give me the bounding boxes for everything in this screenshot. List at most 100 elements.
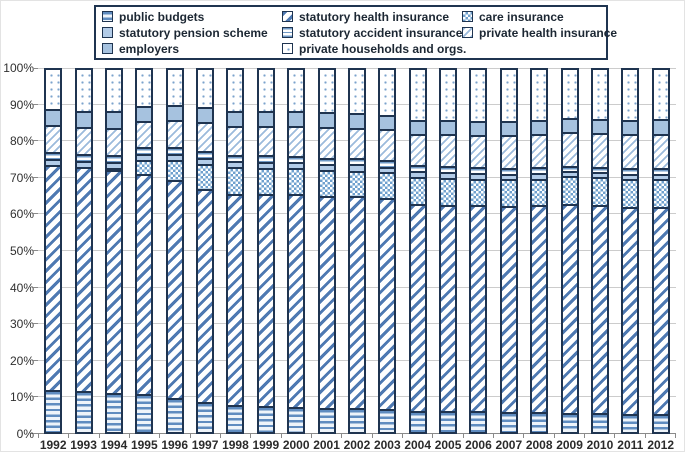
- bar-slot-2010: [585, 68, 615, 434]
- bar-segment-private_health_insurance: [76, 126, 91, 155]
- x-axis-label: 2007: [495, 438, 523, 452]
- bar-1998: [226, 68, 245, 434]
- y-tick-label: 0%: [16, 427, 34, 441]
- bar-1999: [256, 68, 275, 434]
- bar-segment-statutory_health_insurance: [410, 203, 425, 411]
- bar-segment-statutory_accident_insurance: [258, 155, 273, 162]
- x-tick-mark: [401, 434, 403, 438]
- bar-segment-statutory_health_insurance: [441, 204, 456, 411]
- bar-segment-employers: [167, 105, 182, 120]
- legend-item-care_insurance: care insurance: [462, 9, 617, 24]
- x-axis-label: 2008: [525, 438, 553, 452]
- legend-item-statutory_accident_insurance: statutory accident insurance: [282, 25, 462, 40]
- legend-swatch-private_households-icon: [282, 43, 293, 54]
- x-axis-label: 2005: [434, 438, 462, 452]
- bar-segment-statutory_pension_scheme: [167, 153, 182, 160]
- bar-slot-1992: [38, 68, 68, 434]
- bar-2011: [621, 68, 640, 434]
- bar-segment-private_households: [167, 70, 182, 106]
- x-tick-mark: [674, 434, 676, 438]
- legend-item-label: statutory accident insurance: [299, 25, 463, 40]
- legend-swatch-statutory_accident_insurance-icon: [282, 27, 293, 38]
- y-tick-label: 50%: [9, 244, 34, 258]
- bar-segment-public_budgets: [319, 408, 334, 432]
- bar-segment-statutory_health_insurance: [592, 204, 607, 414]
- bar-segment-private_health_insurance: [106, 127, 121, 156]
- bar-segment-employers: [623, 119, 638, 135]
- x-axis-ticks: [38, 434, 676, 438]
- bar-segment-public_budgets: [592, 413, 607, 432]
- bar-segment-statutory_health_insurance: [76, 166, 91, 391]
- bar-slot-1998: [220, 68, 250, 434]
- legend-swatch-care_insurance-icon: [462, 11, 473, 22]
- bar-segment-statutory_pension_scheme: [76, 160, 91, 167]
- bar-segment-private_health_insurance: [198, 122, 213, 152]
- bar-segment-statutory_pension_scheme: [319, 163, 334, 170]
- bar-slot-1996: [160, 68, 190, 434]
- x-tick-mark: [68, 434, 70, 438]
- bar-segment-private_health_insurance: [258, 125, 273, 156]
- bar-segment-statutory_pension_scheme: [441, 172, 456, 178]
- x-axis-label: 1994: [100, 438, 128, 452]
- bar-segment-care_insurance: [380, 172, 395, 199]
- bar-segment-private_health_insurance: [228, 125, 243, 156]
- legend-item-private_households: private households and orgs.: [282, 41, 466, 56]
- bar-segment-statutory_pension_scheme: [410, 170, 425, 177]
- bar-slot-2011: [615, 68, 645, 434]
- bar-segment-employers: [319, 112, 334, 128]
- bar-slot-2000: [281, 68, 311, 434]
- bar-segment-statutory_accident_insurance: [289, 155, 304, 162]
- x-axis-label: 1993: [70, 438, 97, 452]
- y-tick-label: 20%: [9, 353, 34, 368]
- x-axis-label: 2003: [373, 438, 401, 452]
- bar-segment-public_budgets: [441, 410, 456, 432]
- bar-segment-statutory_pension_scheme: [562, 170, 577, 177]
- x-axis-label: 2004: [404, 438, 432, 452]
- bar-segment-statutory_health_insurance: [167, 180, 182, 398]
- bar-1993: [74, 68, 93, 434]
- bar-segment-private_households: [258, 70, 273, 111]
- legend-swatch-employers-icon: [102, 43, 113, 54]
- bar-segment-care_insurance: [562, 176, 577, 204]
- bar-segment-private_health_insurance: [441, 134, 456, 167]
- bar-segment-employers: [106, 111, 121, 128]
- bar-segment-care_insurance: [471, 178, 486, 206]
- bar-slot-2009: [554, 68, 584, 434]
- legend-item-label: private households and orgs.: [299, 41, 467, 56]
- bar-2001: [317, 68, 336, 434]
- bar-segment-private_health_insurance: [623, 134, 638, 169]
- bar-segment-statutory_pension_scheme: [623, 173, 638, 179]
- y-tick-label: 90%: [9, 97, 34, 112]
- bar-segment-private_health_insurance: [653, 133, 668, 169]
- bar-segment-private_households: [46, 70, 61, 110]
- x-axis-label: 1996: [161, 438, 189, 452]
- x-tick-mark: [250, 434, 252, 438]
- bar-segment-private_households: [380, 70, 395, 115]
- bar-segment-statutory_accident_insurance: [167, 147, 182, 154]
- bar-segment-private_health_insurance: [167, 119, 182, 148]
- bar-segment-statutory_accident_insurance: [501, 167, 516, 174]
- bar-segment-statutory_accident_insurance: [106, 155, 121, 162]
- legend-swatch-public_budgets-icon: [102, 11, 113, 22]
- x-tick-mark: [310, 434, 312, 438]
- y-tick-mark: [33, 250, 38, 251]
- bar-segment-statutory_accident_insurance: [410, 165, 425, 171]
- y-tick-label: 100%: [3, 61, 34, 75]
- x-tick-mark: [523, 434, 525, 438]
- x-tick-mark: [432, 434, 434, 438]
- bar-segment-employers: [349, 112, 364, 128]
- x-axis-label: 1998: [222, 438, 249, 452]
- bar-segment-employers: [46, 109, 61, 126]
- bar-segment-private_households: [653, 70, 668, 120]
- x-axis-label: 2000: [282, 438, 310, 452]
- bar-segment-statutory_accident_insurance: [653, 168, 668, 174]
- bar-segment-public_budgets: [289, 407, 304, 432]
- bar-segment-statutory_accident_insurance: [623, 168, 638, 174]
- bar-segment-statutory_accident_insurance: [137, 147, 152, 154]
- bar-segment-public_budgets: [471, 411, 486, 432]
- bar-segment-public_budgets: [653, 414, 668, 432]
- bar-2003: [378, 68, 397, 434]
- bar-segment-private_health_insurance: [410, 133, 425, 166]
- bar-segment-care_insurance: [410, 176, 425, 204]
- bar-segment-statutory_accident_insurance: [380, 160, 395, 167]
